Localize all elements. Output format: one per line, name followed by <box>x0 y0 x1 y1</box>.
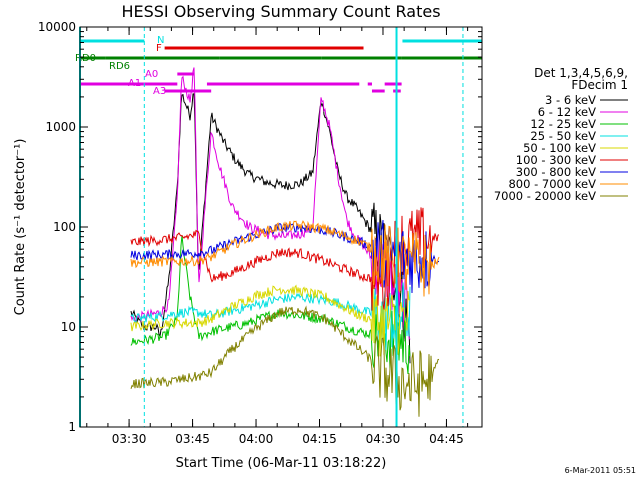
series-line-3 <box>130 282 411 350</box>
flag-label-rd0: RD0 <box>75 53 96 64</box>
x-tick-label-5: 04:45 <box>429 432 464 446</box>
series-layer <box>130 67 440 417</box>
y-tick-label-3: 1000 <box>45 120 76 134</box>
series-line-1 <box>130 67 411 341</box>
legend-label-7: 800 - 7000 keV <box>508 177 596 191</box>
flag-label-a3: A3 <box>153 86 166 97</box>
x-tick-label-0: 03:30 <box>112 432 147 446</box>
series-line-8 <box>130 305 440 417</box>
series-line-7 <box>130 220 440 297</box>
legend-label-1: 6 - 12 keV <box>538 105 596 119</box>
series-line-4 <box>130 284 411 357</box>
y-axis-label: Count Rate (s⁻¹ detector⁻¹) <box>13 139 28 316</box>
flag-label-a1: A1 <box>128 78 141 89</box>
flag-label-n: N <box>157 35 164 46</box>
x-axis-label: Start Time (06-Mar-11 03:18:22) <box>176 456 387 471</box>
legend-label-4: 50 - 100 keV <box>523 141 596 155</box>
x-tick-label-3: 04:15 <box>302 432 337 446</box>
y-tick-label-1: 10 <box>61 320 76 334</box>
axes-layer: 03:30 03:45 04:00 04:15 04:30 04:45 1 10 100 1000… <box>38 20 482 446</box>
flag-label-rd6: RD6 <box>109 61 130 72</box>
legend-label-2: 12 - 25 keV <box>530 117 596 131</box>
legend-title-line-1: Det 1,3,4,5,6,9, <box>534 66 628 80</box>
flags-layer: NF RD0 RD6 A0 A1 A3 <box>75 35 482 97</box>
legend-title-line-2: FDecim 1 <box>571 78 628 92</box>
y-tick-label-4: 10000 <box>38 20 76 34</box>
legend-label-6: 300 - 800 keV <box>516 165 596 179</box>
x-tick-label-2: 04:00 <box>239 432 274 446</box>
x-tick-label-4: 04:30 <box>366 432 401 446</box>
legend-label-8: 7000 - 20000 keV <box>494 189 596 203</box>
flag-label-a0: A0 <box>145 69 158 80</box>
generation-timestamp: 6-Mar-2011 05:51 <box>565 466 636 475</box>
y-tick-label-0: 1 <box>68 420 76 434</box>
legend-label-5: 100 - 300 keV <box>516 153 596 167</box>
legend-label-0: 3 - 6 keV <box>545 93 596 107</box>
flag-label-f: F <box>156 43 162 54</box>
series-line-5 <box>130 207 440 311</box>
chart-title: HESSI Observing Summary Count Rates <box>121 2 440 21</box>
legend-label-3: 25 - 50 keV <box>530 129 596 143</box>
x-tick-label-1: 03:45 <box>175 432 210 446</box>
y-tick-label-2: 100 <box>53 220 76 234</box>
